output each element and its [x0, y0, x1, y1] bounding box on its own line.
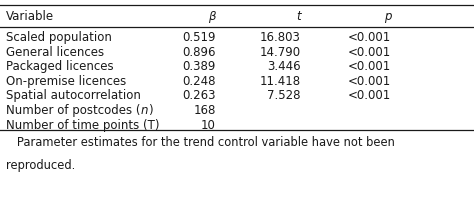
Text: 3.446: 3.446: [267, 60, 301, 73]
Text: 0.519: 0.519: [182, 31, 216, 44]
Text: n: n: [140, 104, 148, 116]
Text: Packaged licences: Packaged licences: [6, 60, 113, 73]
Text: 14.790: 14.790: [260, 45, 301, 58]
Text: <0.001: <0.001: [348, 74, 391, 87]
Text: On-premise licences: On-premise licences: [6, 74, 126, 87]
Text: 0.248: 0.248: [182, 74, 216, 87]
Text: Variable: Variable: [6, 10, 54, 23]
Text: 168: 168: [193, 104, 216, 116]
Text: reproduced.: reproduced.: [6, 158, 75, 171]
Text: p: p: [383, 10, 391, 23]
Text: 0.896: 0.896: [182, 45, 216, 58]
Text: Spatial autocorrelation: Spatial autocorrelation: [6, 89, 141, 102]
Text: 11.418: 11.418: [260, 74, 301, 87]
Text: Number of time points (T): Number of time points (T): [6, 118, 159, 131]
Text: Number of postcodes (: Number of postcodes (: [6, 104, 140, 116]
Text: Scaled population: Scaled population: [6, 31, 111, 44]
Text: 10: 10: [201, 118, 216, 131]
Text: General licences: General licences: [6, 45, 104, 58]
Text: 16.803: 16.803: [260, 31, 301, 44]
Text: <0.001: <0.001: [348, 31, 391, 44]
Text: 7.528: 7.528: [267, 89, 301, 102]
Text: β: β: [208, 10, 216, 23]
Text: <0.001: <0.001: [348, 89, 391, 102]
Text: t: t: [296, 10, 301, 23]
Text: 0.263: 0.263: [182, 89, 216, 102]
Text: 0.389: 0.389: [182, 60, 216, 73]
Text: <0.001: <0.001: [348, 45, 391, 58]
Text: Parameter estimates for the trend control variable have not been: Parameter estimates for the trend contro…: [6, 135, 394, 148]
Text: ): ): [148, 104, 152, 116]
Text: <0.001: <0.001: [348, 60, 391, 73]
